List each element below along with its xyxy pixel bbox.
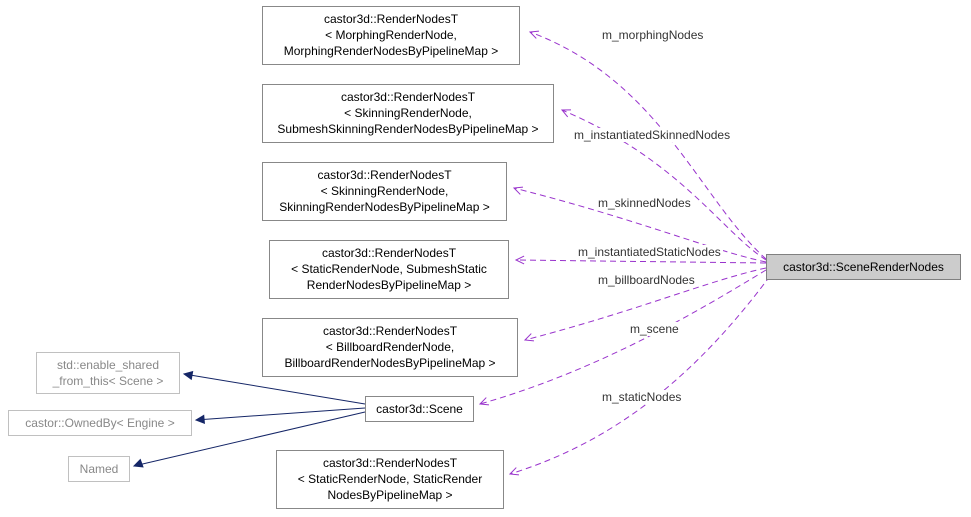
node-instantiated-static-render-nodes[interactable]: castor3d::RenderNodesT < StaticRenderNod… [269, 240, 509, 299]
node-line: castor3d::RenderNodesT [269, 323, 511, 339]
node-line: RenderNodesByPipelineMap > [276, 277, 502, 293]
node-line: std::enable_shared [43, 357, 173, 373]
edge-label-scene: m_scene [628, 322, 681, 336]
node-line: SkinningRenderNodesByPipelineMap > [269, 199, 500, 215]
edge-label-instantiated-static: m_instantiatedStaticNodes [576, 245, 723, 259]
node-line: BillboardRenderNodesByPipelineMap > [269, 355, 511, 371]
edge-label-morphing: m_morphingNodes [600, 28, 705, 42]
edge-label-skinned: m_skinnedNodes [596, 196, 693, 210]
node-line: NodesByPipelineMap > [283, 487, 497, 503]
node-line: < StaticRenderNode, SubmeshStatic [276, 261, 502, 277]
node-named[interactable]: Named [68, 456, 130, 482]
node-line: < SkinningRenderNode, [269, 105, 547, 121]
node-morphing-render-nodes[interactable]: castor3d::RenderNodesT < MorphingRenderN… [262, 6, 520, 65]
node-line: SubmeshSkinningRenderNodesByPipelineMap … [269, 121, 547, 137]
node-scene-render-nodes[interactable]: castor3d::SceneRenderNodes [766, 254, 961, 280]
node-scene[interactable]: castor3d::Scene [365, 396, 474, 422]
edge-label-static: m_staticNodes [600, 390, 683, 404]
node-instantiated-skinned-render-nodes[interactable]: castor3d::RenderNodesT < SkinningRenderN… [262, 84, 554, 143]
node-billboard-render-nodes[interactable]: castor3d::RenderNodesT < BillboardRender… [262, 318, 518, 377]
node-line: MorphingRenderNodesByPipelineMap > [269, 43, 513, 59]
node-line: castor3d::RenderNodesT [283, 455, 497, 471]
node-line: < StaticRenderNode, StaticRender [283, 471, 497, 487]
edge-label-billboard: m_billboardNodes [596, 273, 697, 287]
node-line: castor3d::RenderNodesT [269, 89, 547, 105]
diagram-canvas: castor3d::RenderNodesT < MorphingRenderN… [0, 0, 971, 517]
node-line: Named [75, 461, 123, 477]
node-line: castor3d::Scene [372, 401, 467, 417]
node-line: castor3d::RenderNodesT [276, 245, 502, 261]
node-line: castor3d::RenderNodesT [269, 167, 500, 183]
node-enable-shared-from-this[interactable]: std::enable_shared _from_this< Scene > [36, 352, 180, 394]
edge-label-instantiated-skinned: m_instantiatedSkinnedNodes [572, 128, 732, 142]
node-owned-by-engine[interactable]: castor::OwnedBy< Engine > [8, 410, 192, 436]
node-line: < MorphingRenderNode, [269, 27, 513, 43]
node-line: castor::OwnedBy< Engine > [15, 415, 185, 431]
node-line: castor3d::RenderNodesT [269, 11, 513, 27]
node-line: castor3d::SceneRenderNodes [773, 259, 954, 275]
node-static-render-nodes[interactable]: castor3d::RenderNodesT < StaticRenderNod… [276, 450, 504, 509]
node-line: < SkinningRenderNode, [269, 183, 500, 199]
node-line: _from_this< Scene > [43, 373, 173, 389]
node-line: < BillboardRenderNode, [269, 339, 511, 355]
node-skinned-render-nodes[interactable]: castor3d::RenderNodesT < SkinningRenderN… [262, 162, 507, 221]
